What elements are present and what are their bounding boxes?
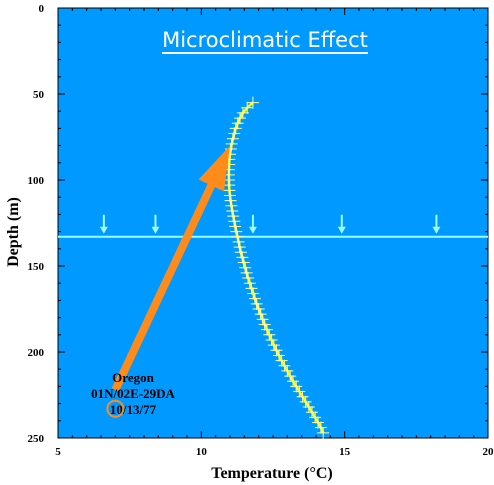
x-tick-label: 5 [55, 446, 61, 458]
water-table-arrow [99, 214, 108, 234]
data-point [284, 370, 297, 383]
data-point [225, 199, 238, 212]
y-tick-label: 200 [28, 347, 45, 359]
x-tick-label: 10 [196, 446, 208, 458]
data-point [265, 333, 278, 346]
data-point [226, 204, 239, 217]
water-table-arrow [337, 214, 346, 234]
chart-title-group: Microclimatic Effect [162, 28, 368, 54]
y-axis-title: Depth (m) [5, 197, 22, 267]
y-tick-label: 50 [33, 89, 45, 101]
data-point [312, 416, 325, 429]
data-point [296, 390, 309, 403]
data-point [229, 122, 242, 135]
water-table-arrow [432, 214, 441, 234]
data-point [278, 359, 291, 372]
data-point [273, 349, 286, 362]
data-point [243, 277, 256, 290]
data-point [247, 287, 260, 300]
data-point [267, 339, 280, 352]
data-point [240, 266, 253, 279]
water-table-arrow [248, 214, 257, 234]
data-point [236, 106, 249, 119]
water-table-arrow [151, 214, 160, 234]
data-point [229, 220, 242, 233]
data-point [287, 375, 300, 388]
data-point [232, 235, 245, 248]
data-point [293, 385, 306, 398]
data-point [302, 401, 315, 414]
data-point [225, 137, 238, 150]
site-annotation: Oregon 01N/02E-29DA 10/13/77 [91, 370, 175, 418]
data-point [242, 272, 255, 285]
data-point [234, 246, 247, 259]
data-point [227, 210, 240, 223]
annotation-line-1: Oregon [112, 370, 154, 385]
data-point [256, 313, 269, 326]
y-axis: 0 50 100 150 200 250 [28, 3, 488, 445]
data-point [250, 297, 263, 310]
data-point [237, 256, 250, 269]
data-point [224, 189, 236, 202]
data-point [231, 117, 244, 130]
data-point [228, 127, 241, 140]
data-point [270, 344, 283, 357]
data-point [309, 411, 322, 424]
x-tick-label: 15 [339, 446, 351, 458]
data-point [258, 318, 271, 331]
data-point [305, 406, 318, 419]
x-tick-label: 20 [483, 446, 494, 458]
data-point [236, 251, 249, 264]
site-marker-circle [106, 399, 125, 418]
data-point [260, 323, 273, 336]
data-point [231, 230, 244, 243]
data-point [223, 184, 236, 197]
data-point [299, 395, 312, 408]
y-tick-label: 150 [28, 261, 45, 273]
chart-title: Microclimatic Effect [162, 28, 368, 52]
y-tick-label: 0 [39, 3, 45, 15]
data-point [254, 308, 267, 321]
trend-arrow-shape [111, 145, 230, 392]
data-point [233, 241, 246, 254]
data-point [248, 292, 261, 305]
data-point [228, 215, 241, 228]
water-table [58, 214, 488, 238]
data-point [263, 328, 276, 341]
annotation-line-2: 01N/02E-29DA [91, 386, 175, 401]
data-point [314, 421, 327, 434]
x-axis: 5 10 15 20 [55, 8, 494, 458]
data-point [252, 303, 265, 315]
data-point [226, 132, 239, 145]
data-point [224, 194, 237, 207]
y-tick-label: 250 [28, 433, 45, 445]
data-point [317, 426, 330, 439]
data-point [245, 282, 258, 295]
data-point [230, 225, 243, 238]
data-series [222, 96, 330, 439]
data-point [234, 112, 247, 125]
data-point [281, 364, 294, 377]
x-axis-title: Temperature (°C) [211, 465, 332, 482]
data-point [246, 96, 259, 109]
y-tick-label: 100 [28, 175, 45, 187]
data-point [290, 380, 303, 393]
data-point [275, 354, 288, 367]
trend-arrow [111, 145, 230, 392]
annotation-line-3: 10/13/77 [110, 402, 157, 417]
data-point [239, 261, 252, 274]
